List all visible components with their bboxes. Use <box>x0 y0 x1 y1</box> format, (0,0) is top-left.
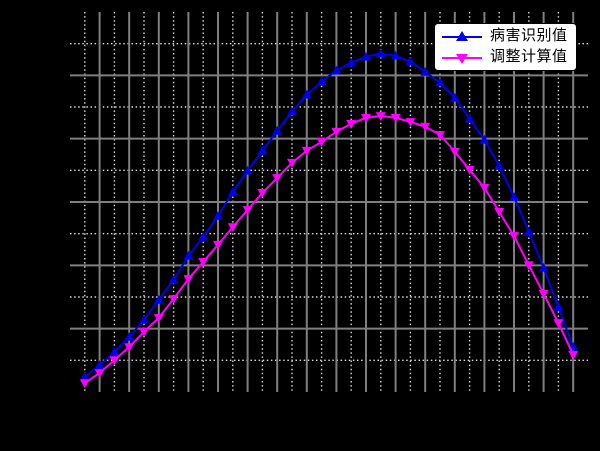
series-1-markers <box>79 112 579 389</box>
legend-item-disease-identified: 病害识别值 <box>439 26 572 47</box>
legend-label: 病害识别值 <box>490 28 568 44</box>
legend-sample-line-triangle-down-icon <box>442 51 482 64</box>
series-0-markers <box>79 48 579 381</box>
series-1 <box>79 112 579 389</box>
series-0-line <box>84 52 575 378</box>
legend-box: 病害识别值 调整计算值 <box>434 23 577 71</box>
legend-sample-line-triangle-up-icon <box>442 30 482 43</box>
series-1-line <box>84 114 575 384</box>
legend-label: 调整计算值 <box>490 49 568 65</box>
series-0 <box>79 48 579 381</box>
legend-item-adjusted-calculated: 调整计算值 <box>439 47 572 68</box>
